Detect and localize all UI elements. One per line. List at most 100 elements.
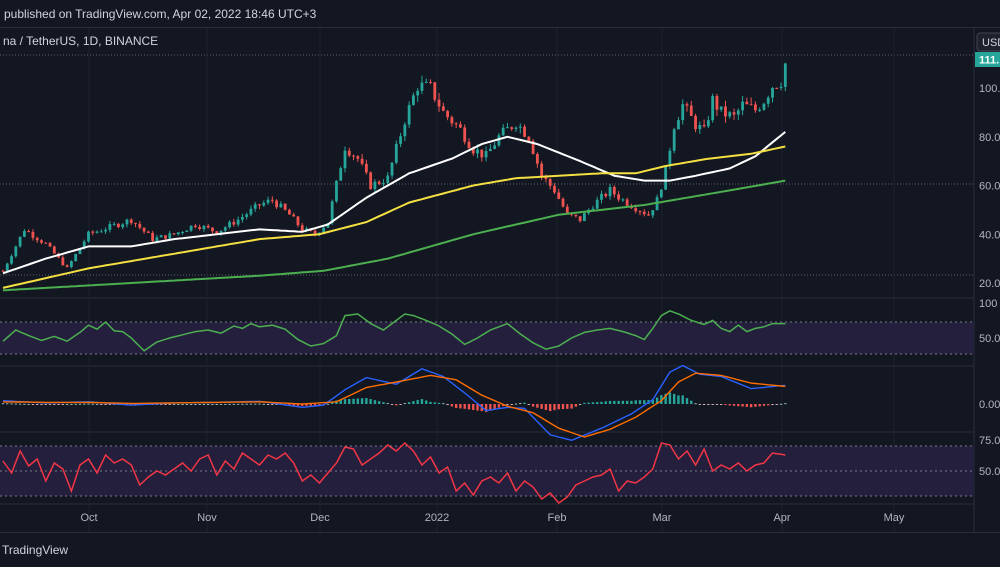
macd-histogram-bar xyxy=(100,404,103,405)
candle xyxy=(275,199,278,209)
last-price-label: 111. xyxy=(979,55,999,67)
candle xyxy=(647,211,650,216)
candle xyxy=(10,254,13,265)
time-tick-label: Dec xyxy=(310,512,330,524)
candle xyxy=(681,99,685,125)
macd-histogram-bar xyxy=(168,404,171,405)
candle xyxy=(112,221,116,226)
currency-button[interactable]: USD xyxy=(976,32,1000,52)
candle xyxy=(168,230,172,240)
candle xyxy=(236,216,240,227)
macd-histogram-bar xyxy=(578,404,582,405)
candle xyxy=(356,155,360,163)
candle xyxy=(31,229,35,241)
macd-histogram-bar xyxy=(720,404,723,405)
price-tick-label: 80.00 xyxy=(979,132,1000,144)
macd-histogram-bar xyxy=(630,400,633,404)
macd-histogram-bar xyxy=(677,395,680,404)
price-axis: 100. 80.00 60.00 40.00 20.0 100 50.0 75.0 50.0 0.… xyxy=(979,83,1000,478)
branding-footer: TradingView xyxy=(0,532,1000,566)
macd-histogram-bar xyxy=(356,398,360,404)
time-tick-label: Feb xyxy=(548,512,567,524)
macd-histogram-bar xyxy=(53,404,56,405)
macd-histogram-bar xyxy=(446,404,449,405)
macd-histogram-bar xyxy=(36,404,39,405)
macd-histogram-bar xyxy=(224,403,227,405)
chart-canvas[interactable]: 100. 80.00 60.00 40.00 20.0 100 50.0 75.0 50.0 0.… xyxy=(0,28,1000,532)
candle xyxy=(108,220,112,233)
candle xyxy=(245,212,249,220)
candle xyxy=(258,203,261,210)
rsi-band xyxy=(0,322,974,354)
macd-histogram-bar xyxy=(784,403,787,405)
macd-histogram-bar xyxy=(664,393,667,404)
macd-histogram-bar xyxy=(6,403,9,405)
macd-histogram-bar xyxy=(583,402,586,404)
candle xyxy=(339,166,343,181)
candle xyxy=(642,209,646,217)
candle xyxy=(689,100,693,117)
macd-histogram-bar xyxy=(702,404,706,405)
moving-average-line xyxy=(2,131,786,275)
candle xyxy=(403,122,407,142)
candle xyxy=(74,253,78,262)
candle xyxy=(531,139,535,155)
stoch-tick-label: 50.0 xyxy=(979,466,1000,478)
candle xyxy=(185,230,189,232)
macd-histogram-bar xyxy=(754,404,757,407)
macd-histogram-bar xyxy=(536,404,539,408)
macd-histogram-bar xyxy=(352,398,355,404)
macd-histogram-bar xyxy=(758,404,761,407)
last-price-badge: 111. xyxy=(975,52,1000,67)
moving-averages xyxy=(2,131,786,292)
macd-histogram-bar xyxy=(399,404,402,405)
candle xyxy=(27,229,31,233)
publish-text: published on TradingView.com, Apr 02, 20… xyxy=(4,7,317,21)
candle xyxy=(35,236,39,243)
candle xyxy=(741,95,744,116)
macd-histogram-bar xyxy=(74,403,77,405)
macd-histogram-bar xyxy=(574,404,578,407)
macd-histogram-bar xyxy=(467,404,471,410)
macd-histogram-bar xyxy=(164,404,167,405)
tradingview-logo-text: TradingView xyxy=(2,543,69,557)
macd-histogram-bar xyxy=(433,402,436,404)
macd-histogram-bar xyxy=(108,404,112,405)
macd-histogram-bar xyxy=(557,404,560,410)
macd-histogram-bar xyxy=(420,399,424,404)
macd-histogram-bar xyxy=(523,402,526,404)
symbol-label: na / TetherUS, 1D, BINANCE xyxy=(3,34,158,48)
candle xyxy=(266,196,270,205)
macd-histogram-bar xyxy=(724,404,727,406)
macd-histogram-bar xyxy=(566,404,569,409)
candle xyxy=(386,172,390,185)
macd-histogram-bar xyxy=(219,403,223,405)
candle xyxy=(91,230,95,236)
candle xyxy=(343,146,347,173)
macd-histogram-bar xyxy=(40,404,43,405)
signal-line xyxy=(2,372,786,438)
candle xyxy=(283,203,287,211)
macd-histogram-bar xyxy=(288,404,291,406)
candle xyxy=(604,192,608,198)
candle xyxy=(300,222,304,232)
macd-histogram-bar xyxy=(189,404,193,405)
price-tick-label: 40.00 xyxy=(979,229,1000,241)
time-axis: Oct Nov Dec 2022 Feb Mar Apr May xyxy=(80,512,904,524)
macd-histogram-bar xyxy=(177,404,180,405)
candle xyxy=(651,210,655,219)
candle xyxy=(412,92,415,106)
macd-histogram-bar xyxy=(343,399,347,404)
macd-histogram-bar xyxy=(510,404,513,405)
macd-histogram-bar xyxy=(450,404,454,407)
candle xyxy=(779,82,783,91)
time-tick-label: May xyxy=(884,512,905,524)
macd-histogram-bar xyxy=(18,403,22,405)
macd-histogram-bar xyxy=(48,404,52,405)
time-tick-label: Oct xyxy=(80,512,97,524)
candle xyxy=(659,188,663,199)
stoch-rsi-line xyxy=(2,441,786,505)
candle xyxy=(48,241,52,248)
candle xyxy=(14,245,18,258)
candle xyxy=(702,119,706,128)
